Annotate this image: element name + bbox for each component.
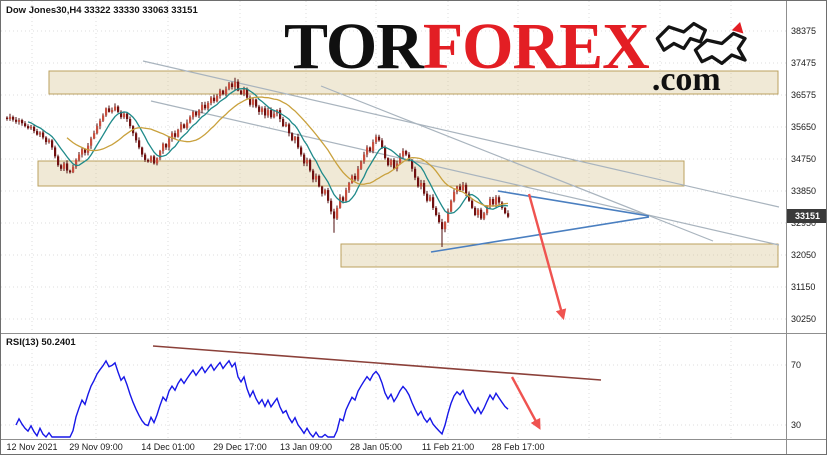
ma-slow-line xyxy=(66,96,509,207)
time-tick-label: 12 Nov 2021 xyxy=(6,442,58,452)
time-tick-label: 28 Jan 05:00 xyxy=(349,442,403,452)
logo-text-forex: FOREX xyxy=(422,10,650,83)
current-price-badge: 33151 xyxy=(787,209,826,223)
arrows-layer xyxy=(510,193,567,430)
logo-text-tor: TOR xyxy=(284,10,424,83)
rsi-forecast-arrow-down[interactable] xyxy=(510,376,541,430)
time-axis[interactable]: 12 Nov 2021 29 Nov 09:00 14 Dec 01:00 29 De… xyxy=(1,441,826,454)
time-tick-label: 28 Feb 17:00 xyxy=(491,442,545,452)
mas-layer xyxy=(27,87,509,214)
price-tick-label: 32050 xyxy=(791,250,817,260)
symbol-ohlc-label: Dow Jones30,H4 33322 33330 33063 33151 xyxy=(6,5,198,16)
time-tick-label: 29 Nov 09:00 xyxy=(69,442,123,452)
rsi-line xyxy=(15,359,509,439)
price-tick-label: 30250 xyxy=(791,314,817,324)
zones-layer xyxy=(37,70,779,268)
rsi-level-label: 70 xyxy=(791,360,802,370)
logo-text-com: .com xyxy=(651,61,721,98)
rsi-layer xyxy=(15,345,602,439)
price-tick-label: 31150 xyxy=(791,282,816,292)
price-tick-label: 36575 xyxy=(791,90,817,100)
time-tick-label: 11 Feb 21:00 xyxy=(421,442,475,452)
price-axis[interactable]: 38375 37475 36575 35650 34750 33850 32950 32050… xyxy=(787,1,826,440)
price-tick-label: 35650 xyxy=(791,122,817,132)
gray-trendline[interactable] xyxy=(150,100,780,246)
gray-trendline[interactable] xyxy=(142,60,780,208)
logo-right-block: .com xyxy=(652,17,752,97)
bull-bear-logo-icon xyxy=(655,21,747,65)
rsi-indicator-label: RSI(13) 50.2401 xyxy=(6,337,76,348)
price-tick-label: 32950 xyxy=(791,218,817,228)
price-tick-label: 38375 xyxy=(791,26,817,36)
rsi-level-label: 30 xyxy=(791,420,802,430)
forecast-arrow-down[interactable] xyxy=(527,193,567,321)
rsi-trendline[interactable] xyxy=(152,345,602,381)
time-tick-label: 13 Jan 09:00 xyxy=(279,442,333,452)
time-tick-label: 14 Dec 01:00 xyxy=(141,442,195,452)
ma-fast-line xyxy=(27,87,509,214)
support-resistance-zone[interactable] xyxy=(340,243,779,268)
price-tick-label: 34750 xyxy=(791,154,817,164)
price-tick-label: 37475 xyxy=(791,58,817,68)
support-resistance-zone[interactable] xyxy=(48,70,779,95)
torforex-watermark: TOR FOREX .com xyxy=(284,10,752,97)
rsi-label-text: RSI(13) 50.2401 xyxy=(6,337,76,348)
symbol-title-text: Dow Jones30,H4 33322 33330 33063 33151 xyxy=(6,5,198,16)
price-tick-label: 33850 xyxy=(791,186,817,196)
wedge-trendline-blue[interactable] xyxy=(497,190,650,217)
time-tick-label: 29 Dec 17:00 xyxy=(213,442,267,452)
